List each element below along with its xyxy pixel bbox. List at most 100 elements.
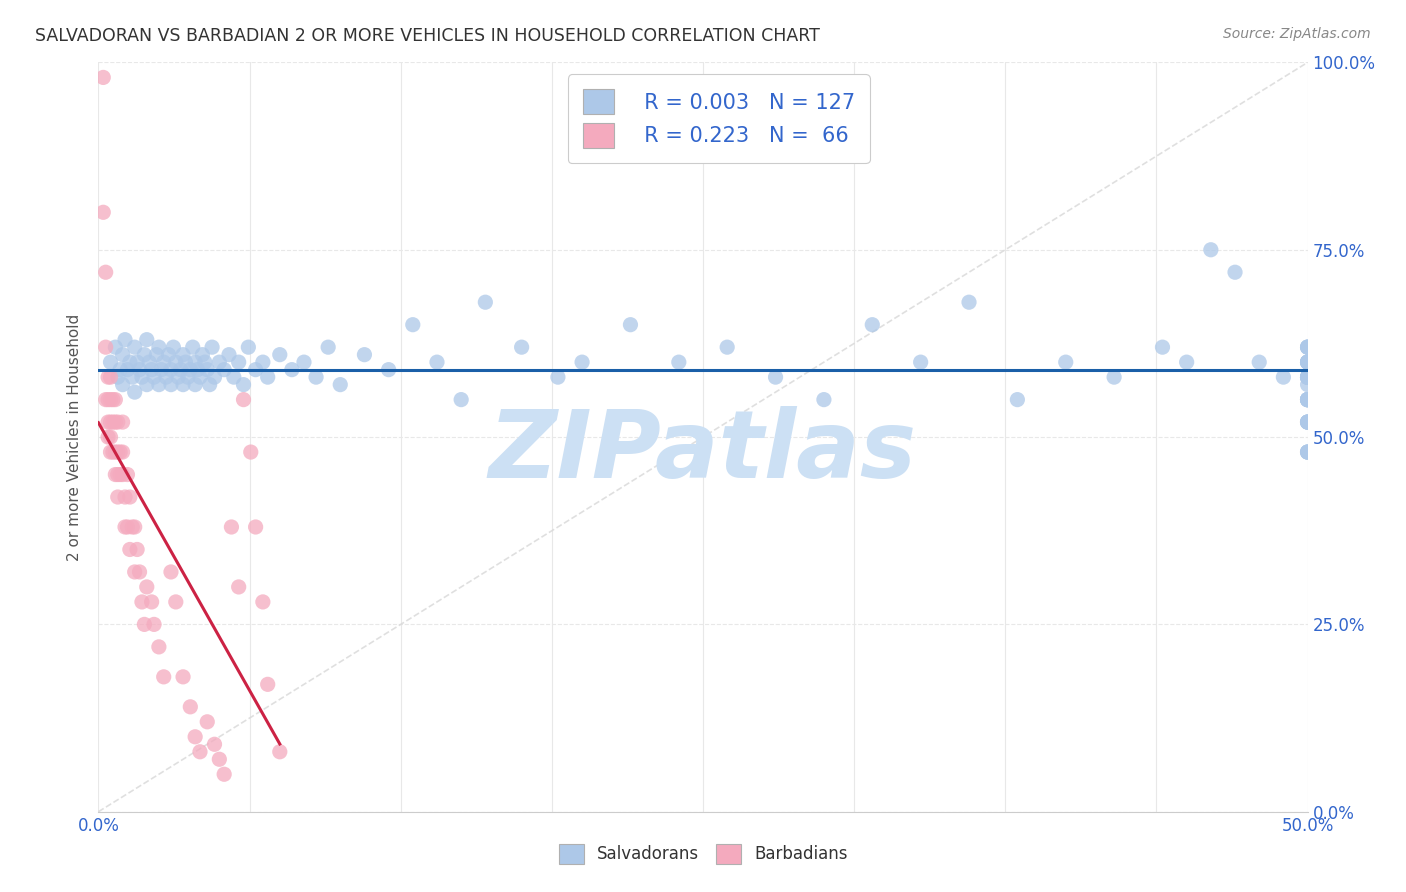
Point — [145, 348, 167, 362]
Point — [172, 670, 194, 684]
Point — [100, 430, 122, 444]
Point — [134, 348, 156, 362]
Point — [426, 355, 449, 369]
Point — [157, 348, 180, 362]
Point — [1296, 392, 1319, 407]
Point — [1296, 355, 1319, 369]
Point — [191, 348, 214, 362]
Point — [1007, 392, 1029, 407]
Point — [184, 730, 207, 744]
Point — [117, 467, 139, 482]
Point — [101, 392, 124, 407]
Point — [124, 565, 146, 579]
Point — [377, 362, 399, 376]
Point — [195, 362, 218, 376]
Point — [1296, 392, 1319, 407]
Point — [1296, 355, 1319, 369]
Point — [152, 355, 174, 369]
Point — [195, 714, 218, 729]
Point — [104, 415, 127, 429]
Point — [184, 377, 207, 392]
Point — [269, 745, 291, 759]
Point — [118, 542, 141, 557]
Point — [118, 490, 141, 504]
Point — [94, 265, 117, 279]
Text: SALVADORAN VS BARBADIAN 2 OR MORE VEHICLES IN HOUSEHOLD CORRELATION CHART: SALVADORAN VS BARBADIAN 2 OR MORE VEHICL… — [35, 27, 820, 45]
Point — [100, 415, 122, 429]
Point — [1223, 265, 1246, 279]
Point — [135, 333, 157, 347]
Point — [104, 467, 127, 482]
Point — [194, 355, 217, 369]
Point — [1296, 392, 1319, 407]
Point — [1296, 340, 1319, 354]
Point — [127, 542, 149, 557]
Point — [107, 415, 129, 429]
Point — [547, 370, 569, 384]
Point — [179, 362, 201, 376]
Point — [167, 370, 190, 384]
Point — [124, 385, 146, 400]
Point — [232, 377, 254, 392]
Point — [198, 377, 221, 392]
Point — [131, 370, 153, 384]
Point — [208, 355, 231, 369]
Point — [152, 670, 174, 684]
Point — [232, 392, 254, 407]
Point — [165, 595, 187, 609]
Point — [141, 595, 163, 609]
Point — [148, 640, 170, 654]
Point — [108, 362, 131, 376]
Point — [104, 340, 127, 354]
Point — [1296, 392, 1319, 407]
Point — [160, 362, 183, 376]
Point — [329, 377, 352, 392]
Point — [124, 520, 146, 534]
Point — [716, 340, 738, 354]
Point — [1296, 355, 1319, 369]
Point — [160, 377, 183, 392]
Point — [1296, 445, 1319, 459]
Point — [208, 752, 231, 766]
Point — [910, 355, 932, 369]
Point — [111, 415, 134, 429]
Point — [117, 520, 139, 534]
Point — [1152, 340, 1174, 354]
Point — [124, 340, 146, 354]
Point — [187, 362, 209, 376]
Point — [222, 370, 245, 384]
Point — [256, 370, 278, 384]
Point — [135, 377, 157, 392]
Point — [1102, 370, 1125, 384]
Point — [121, 520, 143, 534]
Point — [571, 355, 593, 369]
Point — [177, 370, 200, 384]
Point — [1249, 355, 1271, 369]
Point — [1296, 377, 1319, 392]
Legend: Salvadorans, Barbadians: Salvadorans, Barbadians — [551, 838, 855, 871]
Point — [135, 580, 157, 594]
Point — [94, 392, 117, 407]
Point — [1296, 392, 1319, 407]
Point — [1296, 370, 1319, 384]
Point — [1296, 370, 1319, 384]
Point — [111, 445, 134, 459]
Point — [111, 467, 134, 482]
Point — [165, 355, 187, 369]
Point — [188, 745, 211, 759]
Point — [353, 348, 375, 362]
Point — [91, 70, 114, 85]
Point — [114, 520, 136, 534]
Point — [162, 340, 184, 354]
Point — [100, 355, 122, 369]
Point — [1296, 370, 1319, 384]
Point — [104, 392, 127, 407]
Point — [1296, 370, 1319, 384]
Text: Source: ZipAtlas.com: Source: ZipAtlas.com — [1223, 27, 1371, 41]
Point — [188, 370, 211, 384]
Point — [269, 348, 291, 362]
Point — [174, 355, 197, 369]
Point — [212, 767, 235, 781]
Point — [97, 415, 120, 429]
Point — [181, 340, 204, 354]
